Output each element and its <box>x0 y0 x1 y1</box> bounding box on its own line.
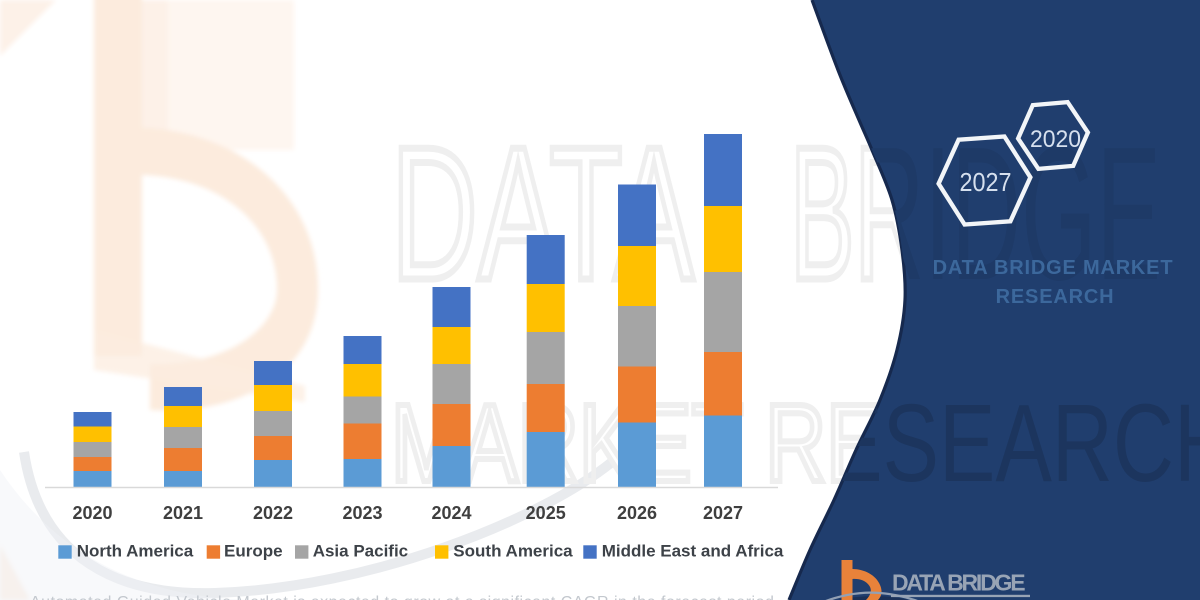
svg-text:DATA BRIDGE MARKET: DATA BRIDGE MARKET <box>933 257 1174 279</box>
svg-text:2023: 2023 <box>342 503 382 523</box>
svg-text:2021: 2021 <box>163 503 203 523</box>
svg-text:Middle East and Africa: Middle East and Africa <box>602 542 784 561</box>
svg-text:RESEARCH: RESEARCH <box>996 286 1115 308</box>
svg-text:2026: 2026 <box>617 503 657 523</box>
svg-text:2020: 2020 <box>72 503 112 523</box>
svg-text:DATA BRIDGE: DATA BRIDGE <box>892 570 1026 596</box>
svg-text:North America: North America <box>77 542 194 561</box>
svg-text:Asia Pacific: Asia Pacific <box>313 542 408 561</box>
svg-text:South America: South America <box>453 542 573 561</box>
svg-text:2027: 2027 <box>960 167 1012 197</box>
svg-text:Automated Guided Vehicle Marke: Automated Guided Vehicle Market is expec… <box>30 594 774 600</box>
svg-text:2022: 2022 <box>253 503 293 523</box>
svg-text:Europe: Europe <box>224 542 283 561</box>
svg-text:2020: 2020 <box>1030 126 1081 153</box>
svg-text:2027: 2027 <box>703 503 743 523</box>
svg-text:2025: 2025 <box>526 503 566 523</box>
svg-text:2024: 2024 <box>431 503 471 523</box>
